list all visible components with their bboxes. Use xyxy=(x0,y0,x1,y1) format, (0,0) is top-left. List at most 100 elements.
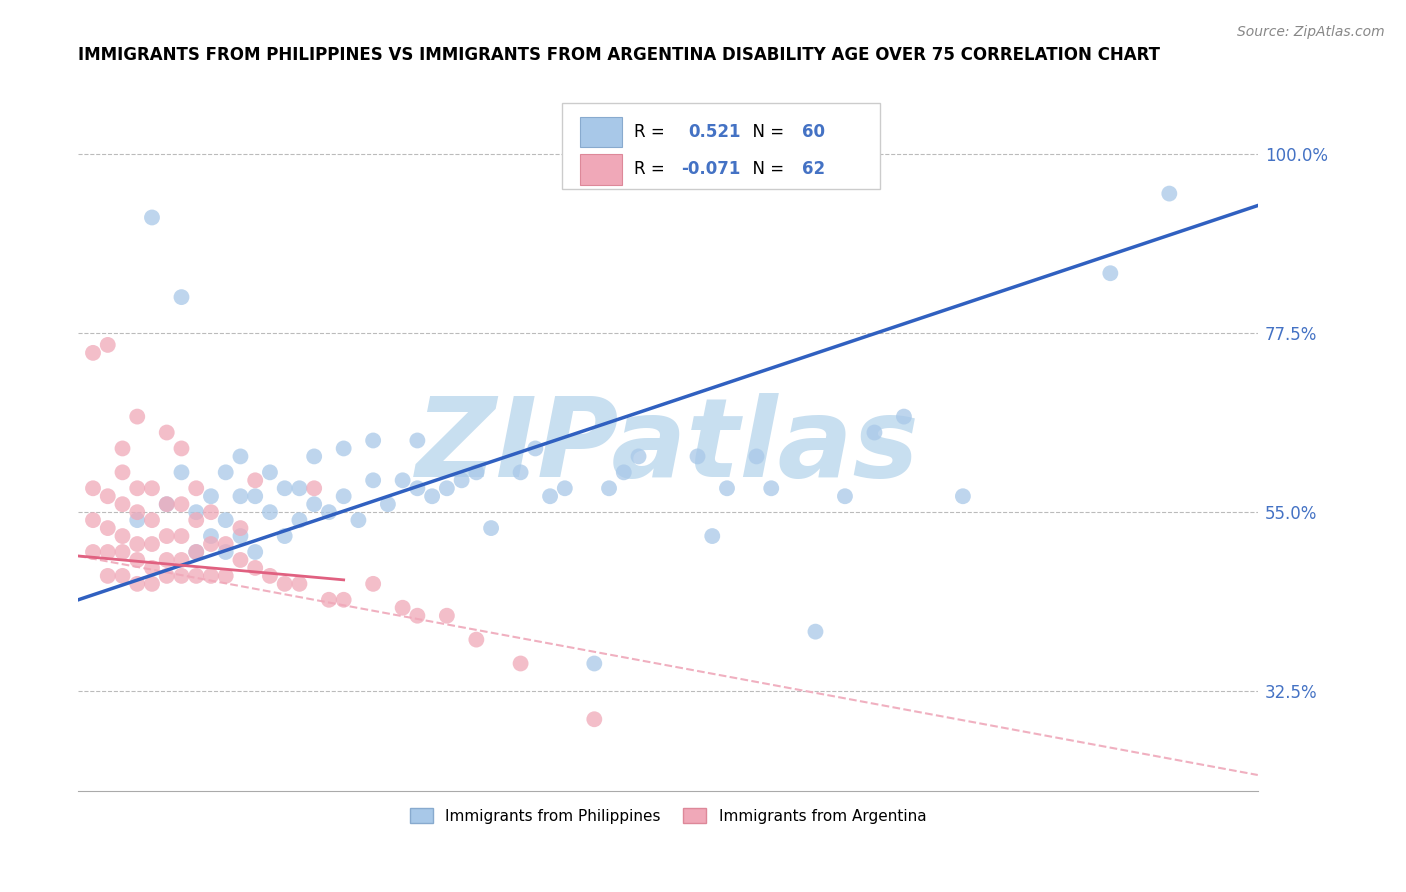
Point xyxy=(288,577,311,591)
Point xyxy=(716,481,738,495)
Point xyxy=(97,545,120,559)
Point xyxy=(229,553,252,567)
Point xyxy=(613,466,636,480)
Point xyxy=(141,481,163,495)
Point xyxy=(259,569,281,583)
Text: R =: R = xyxy=(634,161,669,178)
Point xyxy=(229,450,252,464)
Point xyxy=(302,450,325,464)
Text: ZIPatlas: ZIPatlas xyxy=(416,393,920,500)
Text: IMMIGRANTS FROM PHILIPPINES VS IMMIGRANTS FROM ARGENTINA DISABILITY AGE OVER 75 : IMMIGRANTS FROM PHILIPPINES VS IMMIGRANT… xyxy=(79,46,1160,64)
Point xyxy=(186,513,208,527)
Point xyxy=(554,481,576,495)
Text: Source: ZipAtlas.com: Source: ZipAtlas.com xyxy=(1237,25,1385,39)
Point xyxy=(361,577,384,591)
Point xyxy=(170,529,193,543)
Legend: Immigrants from Philippines, Immigrants from Argentina: Immigrants from Philippines, Immigrants … xyxy=(404,802,932,830)
Point xyxy=(127,481,149,495)
Point xyxy=(686,450,709,464)
Point xyxy=(215,569,238,583)
Point xyxy=(450,473,472,487)
Point xyxy=(141,577,163,591)
Point xyxy=(288,513,311,527)
Point xyxy=(141,211,163,225)
Point xyxy=(347,513,370,527)
Text: R =: R = xyxy=(634,123,669,142)
Point xyxy=(156,425,179,440)
Point xyxy=(627,450,650,464)
Point xyxy=(436,608,458,623)
Point xyxy=(361,434,384,448)
Point xyxy=(538,489,561,503)
Point xyxy=(259,466,281,480)
Point xyxy=(156,569,179,583)
Point xyxy=(200,489,222,503)
Point xyxy=(863,425,886,440)
Point xyxy=(318,592,340,607)
Point xyxy=(259,505,281,519)
Point xyxy=(245,473,267,487)
Point xyxy=(465,632,488,647)
Point xyxy=(127,537,149,551)
Point xyxy=(377,497,399,511)
Point xyxy=(509,657,531,671)
Point xyxy=(111,442,134,456)
Point xyxy=(200,529,222,543)
Text: N =: N = xyxy=(742,123,790,142)
Point xyxy=(834,489,856,503)
Text: N =: N = xyxy=(742,161,790,178)
Point xyxy=(406,434,429,448)
Point xyxy=(156,529,179,543)
Point xyxy=(97,338,120,352)
Point xyxy=(170,569,193,583)
Point xyxy=(111,545,134,559)
Point xyxy=(156,553,179,567)
Point xyxy=(420,489,443,503)
Point xyxy=(215,513,238,527)
Point xyxy=(465,466,488,480)
Point xyxy=(82,346,104,360)
Point xyxy=(127,577,149,591)
Point xyxy=(215,537,238,551)
Point xyxy=(200,569,222,583)
Point xyxy=(111,529,134,543)
Point xyxy=(141,537,163,551)
Point xyxy=(583,657,606,671)
Point xyxy=(111,569,134,583)
Point xyxy=(170,290,193,304)
Point xyxy=(332,489,354,503)
Point xyxy=(186,545,208,559)
Point xyxy=(745,450,768,464)
Point xyxy=(156,497,179,511)
Point xyxy=(952,489,974,503)
Point xyxy=(170,466,193,480)
Point xyxy=(391,600,413,615)
Point xyxy=(391,473,413,487)
Point xyxy=(186,569,208,583)
Point xyxy=(82,513,104,527)
Point xyxy=(200,505,222,519)
Text: 0.521: 0.521 xyxy=(688,123,741,142)
Point xyxy=(361,473,384,487)
FancyBboxPatch shape xyxy=(562,103,880,189)
Point xyxy=(332,592,354,607)
Point xyxy=(215,545,238,559)
Point xyxy=(82,481,104,495)
Point xyxy=(170,497,193,511)
Point xyxy=(141,513,163,527)
Point xyxy=(111,497,134,511)
Point xyxy=(200,537,222,551)
Point xyxy=(1159,186,1181,201)
Point xyxy=(229,489,252,503)
Point xyxy=(97,489,120,503)
Point xyxy=(761,481,783,495)
Text: -0.071: -0.071 xyxy=(681,161,741,178)
Point xyxy=(318,505,340,519)
Point xyxy=(598,481,620,495)
FancyBboxPatch shape xyxy=(579,154,621,185)
Point xyxy=(170,553,193,567)
Point xyxy=(141,561,163,575)
Point xyxy=(156,497,179,511)
Point xyxy=(273,529,295,543)
Point xyxy=(273,577,295,591)
